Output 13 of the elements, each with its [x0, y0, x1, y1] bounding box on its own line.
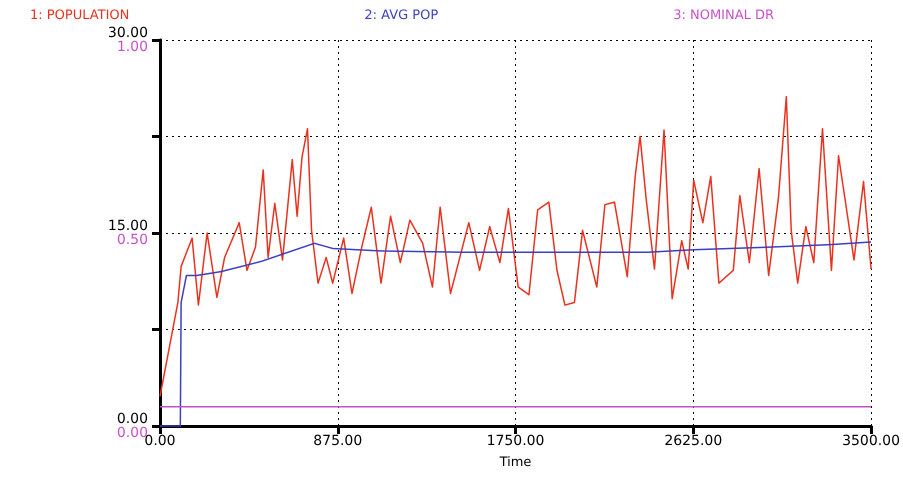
- y-tick-label: 0.00: [116, 411, 148, 427]
- x-axis-title: Time: [498, 455, 532, 470]
- text: 1: POPULATION: [30, 8, 130, 23]
- x-tick-label: 875.00: [313, 433, 362, 449]
- x-tick-label: 2625.00: [664, 433, 722, 449]
- y-tick-label: 30.00: [108, 25, 148, 41]
- x-tick-label: 3500.00: [842, 433, 900, 449]
- text: 2: AVG POP: [364, 8, 438, 23]
- y2-tick-label: 0.50: [116, 232, 148, 248]
- x-tick-label: 1750.00: [486, 433, 544, 449]
- y-tick-label: 15.00: [108, 218, 148, 234]
- y2-tick-label: 1.00: [116, 39, 148, 55]
- text: 3: NOMINAL DR: [673, 8, 774, 23]
